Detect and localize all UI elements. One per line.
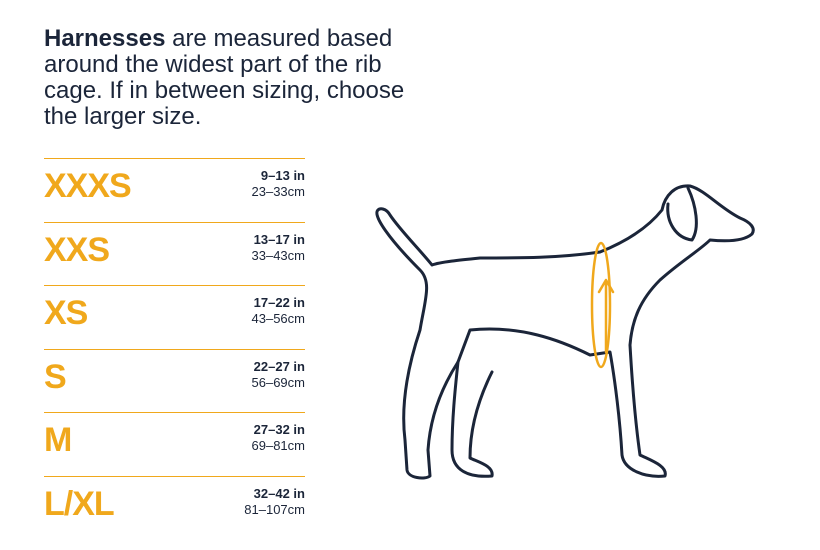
dog-ear [666, 186, 698, 242]
dog-hind-leg [450, 360, 494, 478]
girth-ring [590, 241, 612, 369]
size-label: S [44, 357, 67, 396]
size-label: M [44, 421, 72, 459]
size-cm: 23–33cm [251, 184, 305, 199]
size-label: XXS [44, 230, 110, 269]
size-inches: 27–32 in [253, 422, 305, 437]
size-row: S 22–27 in 56–69cm [44, 348, 305, 413]
size-row: XS 17–22 in 43–56cm [44, 285, 305, 349]
size-cm: 33–43cm [251, 247, 305, 263]
size-row: L/XL 32–42 in 81–107cm [44, 475, 305, 540]
intro-text: are measured based around the widest par… [44, 25, 405, 130]
dog-outline [375, 184, 755, 480]
intro-bold: Harnesses [44, 25, 166, 52]
size-cm: 56–69cm [251, 374, 305, 390]
size-cm: 69–81cm [251, 438, 305, 453]
size-row: XXXS 9–13 in 23–33cm [44, 158, 305, 222]
size-inches: 9–13 in [260, 168, 305, 183]
size-row: M 27–32 in 69–81cm [44, 412, 305, 476]
intro: Harnesses are measured based around the … [44, 26, 444, 130]
size-label: L/XL [44, 484, 115, 523]
size-inches: 17–22 in [253, 295, 305, 310]
girth-arrow [597, 278, 615, 354]
size-label: XS [44, 294, 88, 332]
size-inches: 32–42 in [253, 485, 305, 501]
size-cm: 43–56cm [251, 311, 305, 326]
size-inches: 22–27 in [253, 358, 305, 374]
size-cm: 81–107cm [244, 501, 305, 517]
size-inches: 13–17 in [253, 231, 305, 247]
size-label: XXXS [44, 167, 132, 205]
size-row: XXS 13–17 in 33–43cm [44, 221, 305, 286]
size-table: XXXS 9–13 in 23–33cm XXS 13–17 in 33–43cm XS 17… [44, 158, 305, 539]
